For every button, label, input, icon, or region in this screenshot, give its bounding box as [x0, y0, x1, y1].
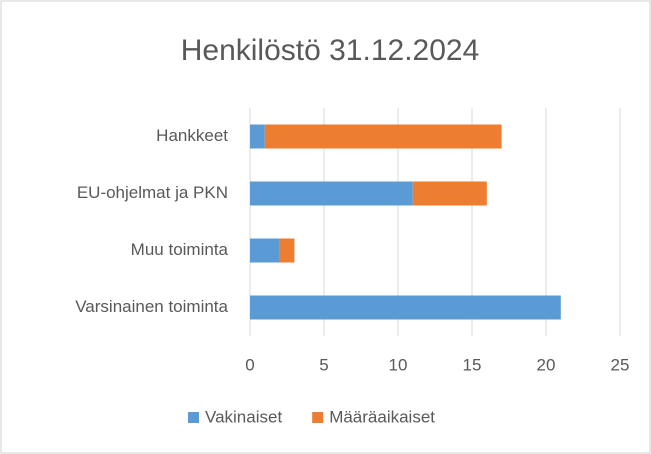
- y-tick-label: Varsinainen toiminta: [75, 297, 228, 316]
- y-tick-label: Muu toiminta: [131, 240, 229, 259]
- bar-segment: [264, 124, 502, 149]
- x-tick-label: 15: [463, 355, 482, 374]
- chart-title: Henkilöstö 31.12.2024: [181, 34, 480, 67]
- bar-segment: [250, 295, 561, 320]
- x-tick-label: 5: [319, 355, 328, 374]
- x-tick-label: 10: [389, 355, 408, 374]
- legend-label: Vakinaiset: [205, 407, 282, 426]
- bar-segment: [250, 124, 265, 149]
- y-tick-label: EU-ohjelmat ja PKN: [77, 183, 228, 202]
- legend-swatch: [188, 412, 199, 423]
- y-tick-label: Hankkeet: [156, 126, 228, 145]
- x-tick-label: 20: [537, 355, 556, 374]
- bar-segment: [250, 181, 413, 206]
- bar-segment: [279, 238, 295, 263]
- bar-segment: [250, 238, 280, 263]
- bar-segment: [412, 181, 487, 206]
- legend-label: Määräaikaiset: [329, 407, 435, 426]
- x-tick-label: 0: [245, 355, 254, 374]
- x-tick-label: 25: [611, 355, 630, 374]
- legend-swatch: [312, 412, 324, 423]
